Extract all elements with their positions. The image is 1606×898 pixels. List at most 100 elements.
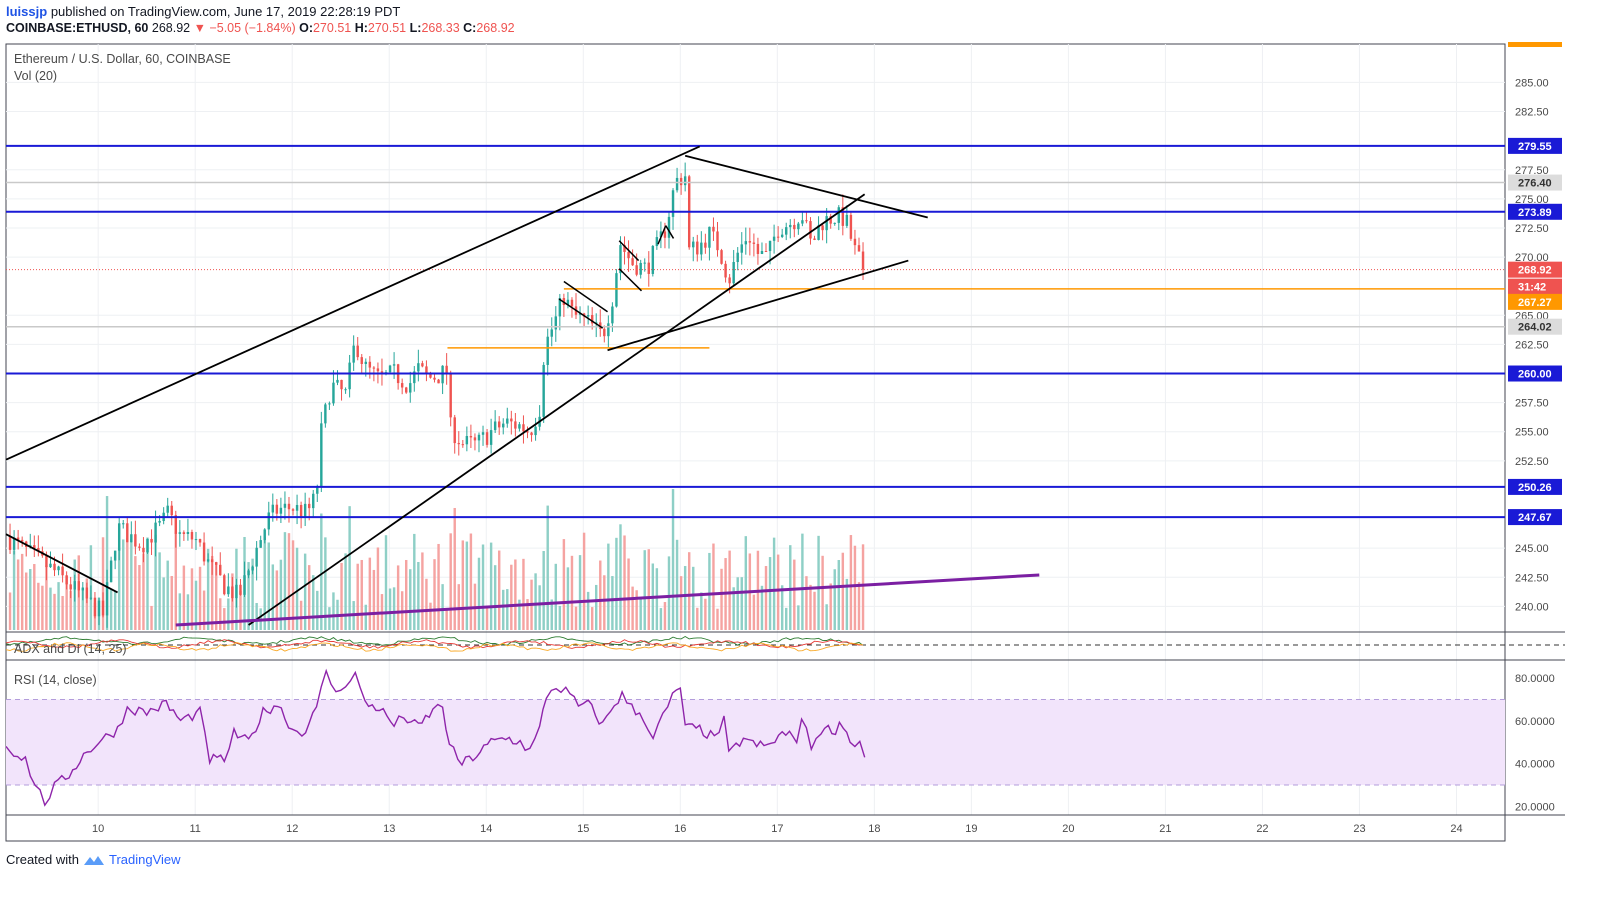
candle-body	[283, 503, 287, 508]
volume-bar	[316, 590, 319, 630]
candle-body	[700, 242, 703, 255]
volume-bar	[789, 545, 792, 630]
price-label-badge	[1508, 261, 1562, 278]
candle-body	[154, 522, 157, 543]
candle-body	[502, 423, 505, 428]
volume-bar	[833, 569, 836, 630]
volume-bar	[376, 547, 380, 630]
candle-body	[186, 531, 190, 534]
volume-bar	[821, 555, 824, 630]
candle-body	[833, 222, 836, 224]
volume-bar	[477, 557, 481, 630]
volume-bar	[247, 562, 250, 630]
volume-bar	[425, 578, 428, 630]
candle-body	[489, 430, 493, 445]
candle-body	[768, 240, 772, 252]
candle-body	[8, 536, 12, 550]
time-tick-label: 10	[92, 823, 104, 835]
volume-bar	[712, 543, 715, 630]
volume-bar	[437, 543, 440, 630]
volume-bar	[413, 533, 416, 630]
candle-body	[61, 566, 64, 576]
volume-bar	[485, 607, 489, 630]
volume-bar	[805, 576, 808, 630]
volume-bar	[251, 558, 254, 630]
candle-body	[631, 258, 634, 266]
candle-body	[760, 251, 764, 254]
candle-body	[210, 559, 214, 563]
candle-body	[441, 365, 444, 384]
candle-body	[526, 431, 529, 433]
volume-bar	[364, 604, 368, 630]
volume-bar	[283, 532, 287, 630]
volume-bar	[198, 566, 202, 630]
candle-body	[405, 387, 408, 393]
adx-line	[5, 642, 864, 652]
volume-bar	[667, 556, 671, 630]
candle-body	[740, 244, 743, 253]
candle-body	[328, 403, 331, 405]
volume-bar	[603, 575, 606, 630]
volume-bar	[360, 559, 363, 630]
volume-bar	[130, 538, 133, 630]
time-tick-label: 21	[1159, 823, 1171, 835]
time-tick-label: 12	[286, 823, 298, 835]
volume-bar	[708, 552, 711, 630]
volume-bar	[817, 535, 820, 630]
volume-bar	[215, 562, 218, 630]
volume-bar	[752, 594, 756, 630]
candle-body	[849, 214, 853, 239]
price-tick-label: 270.00	[1515, 252, 1549, 264]
candle-body	[861, 251, 865, 270]
candle-body	[744, 241, 748, 245]
high-label: H:	[354, 21, 368, 35]
candle-body	[215, 562, 218, 565]
candle-body	[805, 220, 808, 222]
low-label: L:	[409, 21, 422, 35]
price-tick-label: 242.50	[1515, 572, 1549, 584]
volume-bar	[170, 576, 173, 630]
candle-body	[372, 367, 376, 369]
volume-bar	[849, 535, 853, 630]
volume-bar	[497, 550, 501, 630]
candle-body	[81, 587, 85, 591]
candle-body	[150, 538, 153, 543]
author-name[interactable]: luissjp	[6, 4, 48, 19]
candle-body	[73, 581, 76, 590]
candle-body	[239, 584, 242, 595]
volume-bar	[546, 505, 549, 630]
candle-body	[421, 363, 424, 367]
candle-body	[663, 231, 667, 238]
close-label: C:	[463, 21, 477, 35]
volume-bar	[69, 590, 72, 630]
volume-bar	[647, 549, 650, 630]
volume-bar	[679, 576, 683, 630]
candle-body	[546, 336, 549, 365]
candle-body	[320, 423, 323, 488]
volume-bar	[223, 608, 226, 630]
volume-bar	[255, 602, 258, 630]
volume-bar	[81, 589, 85, 630]
candle-body	[772, 236, 776, 241]
candle-body	[340, 379, 343, 390]
volume-bar	[506, 589, 509, 630]
candle-body	[449, 373, 452, 418]
volume-bar	[61, 595, 64, 630]
volume-bar	[704, 598, 707, 630]
price-trendline	[607, 259, 909, 352]
volume-bar	[700, 592, 703, 630]
horizontal-levels	[6, 144, 1505, 519]
price-label-text: 267.27	[1518, 297, 1552, 309]
volume-bar	[853, 545, 857, 630]
rsi-line	[5, 668, 866, 807]
volume-bar	[219, 598, 222, 630]
candle-body	[817, 225, 820, 240]
candle-body	[845, 214, 849, 226]
price-label-text: 276.40	[1518, 178, 1552, 190]
volume-bar	[8, 592, 12, 630]
tradingview-brand[interactable]: TradingView	[108, 852, 181, 867]
volume-bar	[837, 560, 840, 630]
candle-body	[623, 245, 626, 252]
candle-body	[857, 245, 861, 252]
